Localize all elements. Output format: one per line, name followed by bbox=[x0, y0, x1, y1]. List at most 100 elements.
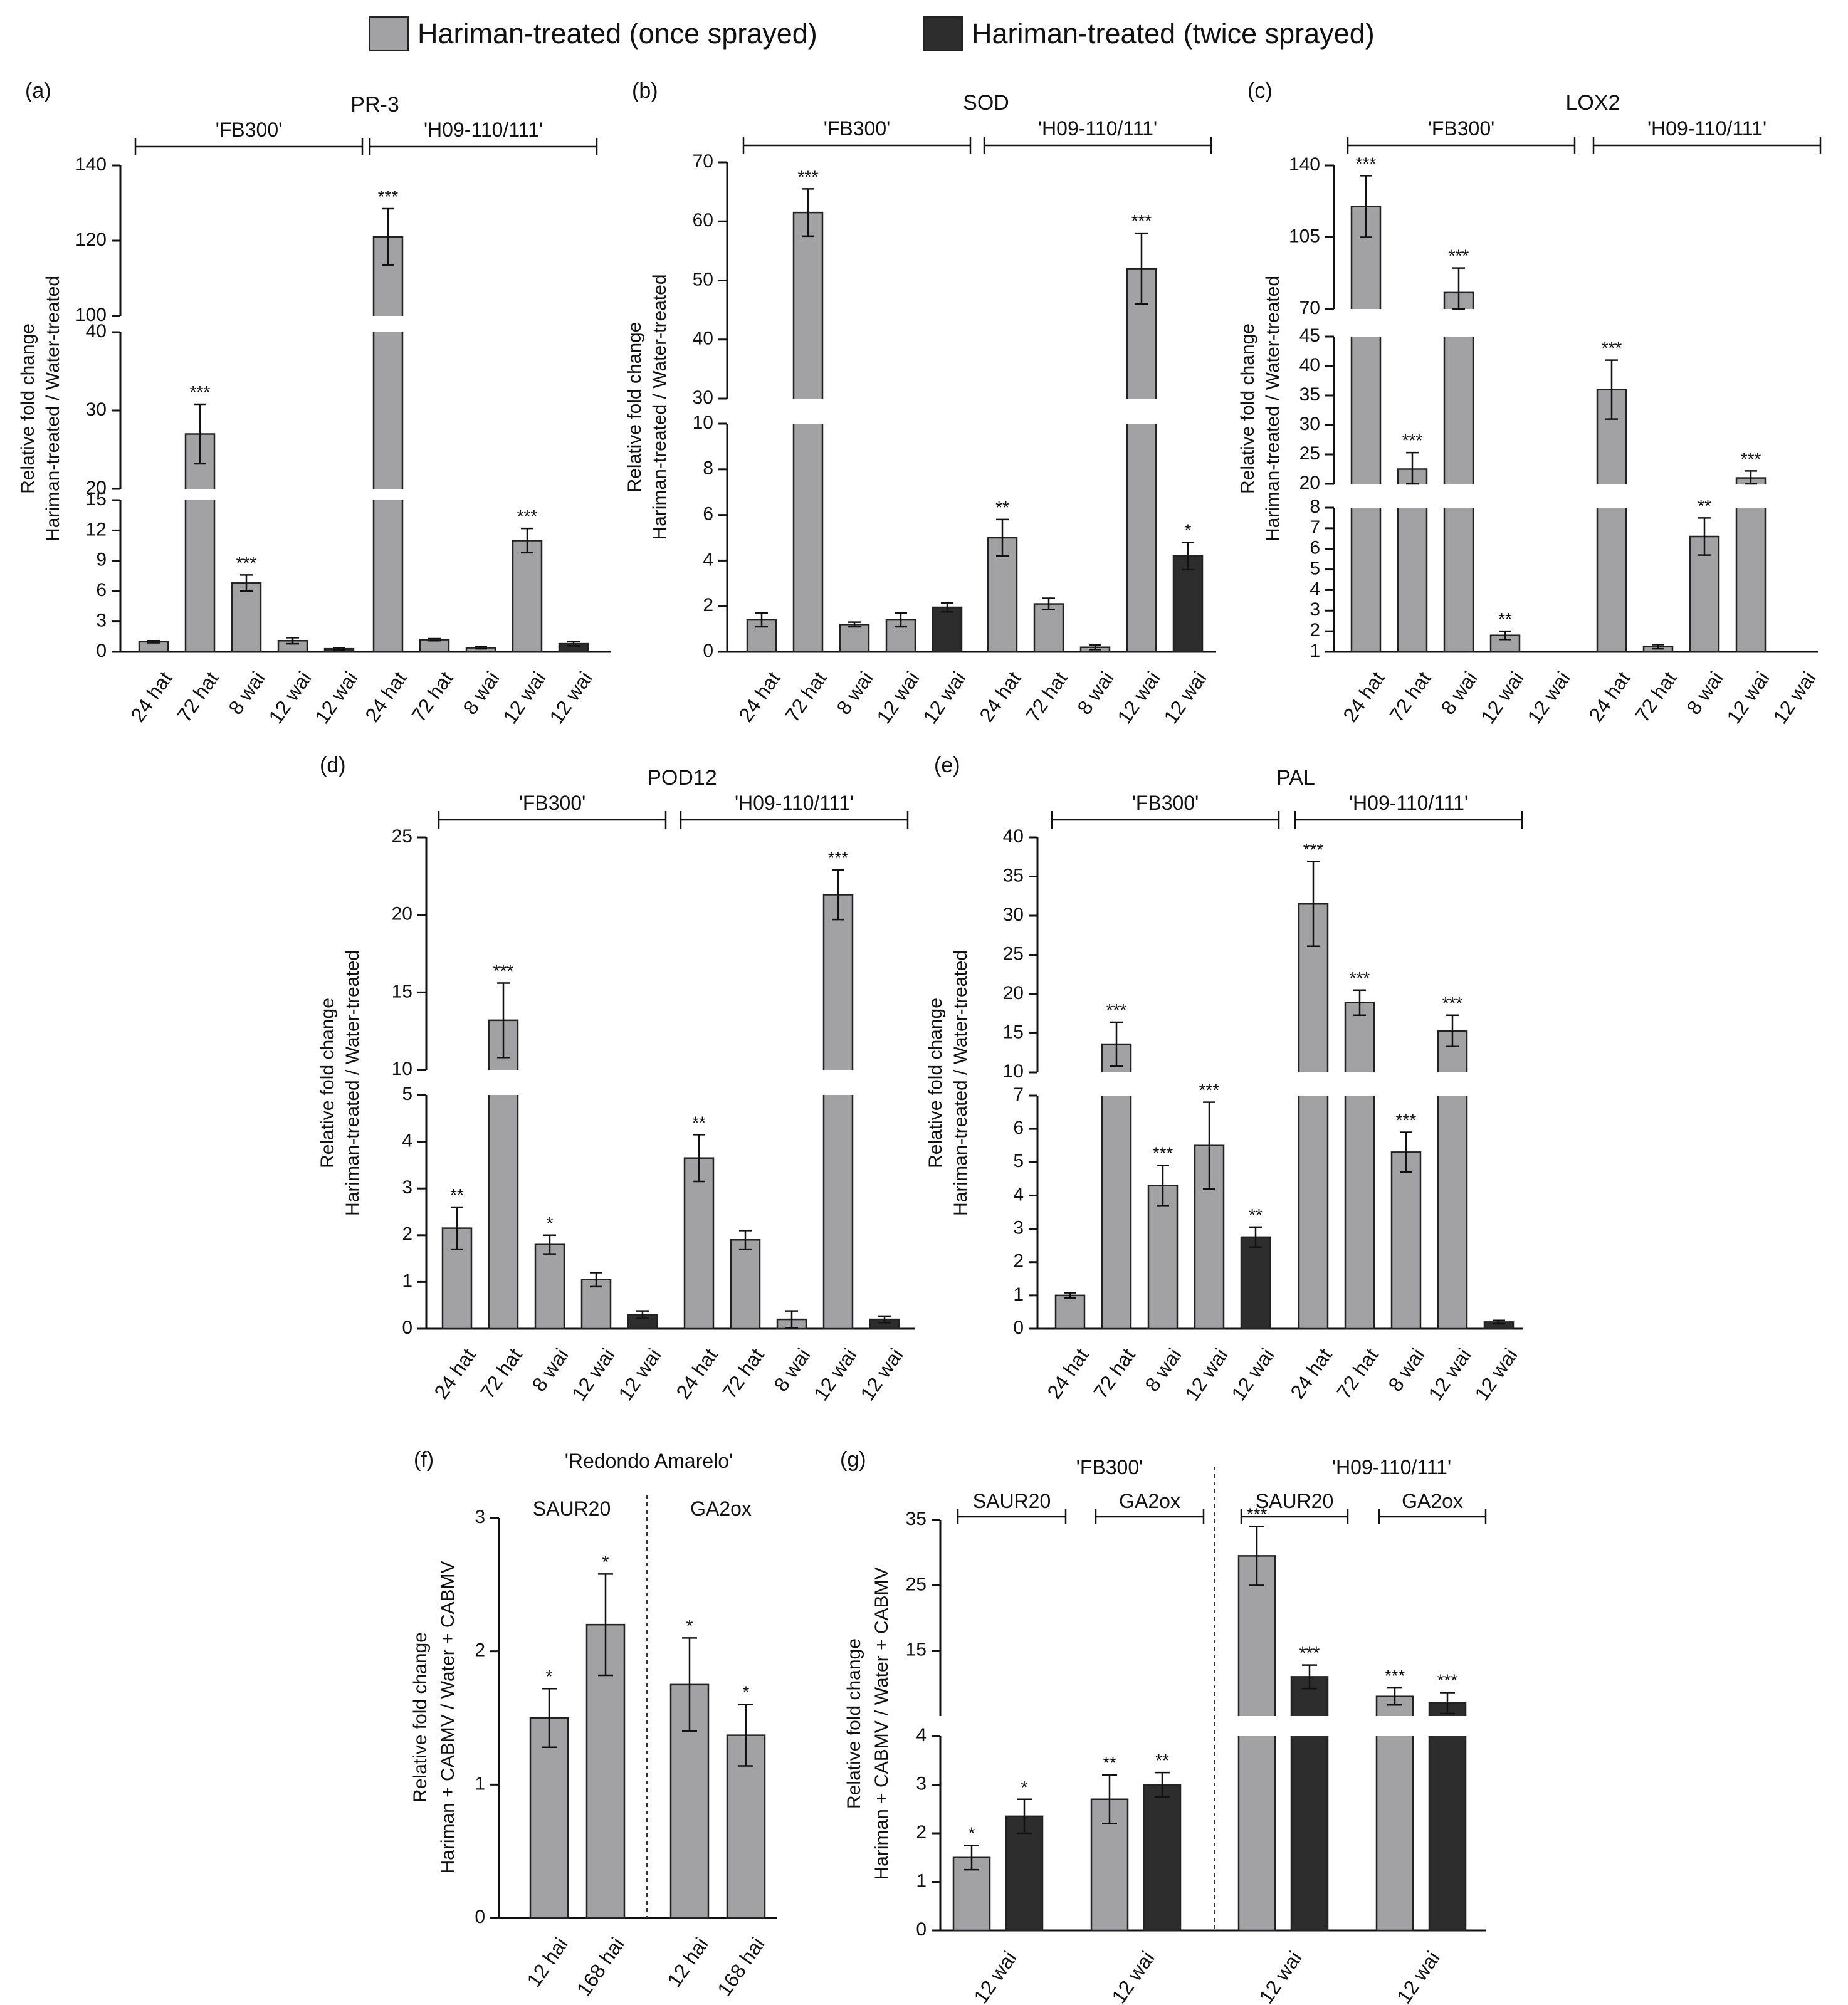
y-axis-label-b-1: Relative fold change bbox=[624, 322, 645, 493]
chart-title-e: PAL bbox=[1276, 766, 1315, 790]
y-tick-label-b: 2 bbox=[703, 595, 713, 615]
x-tick-label-e: 72 hat bbox=[1332, 1344, 1383, 1403]
y-tick-label-e: 10 bbox=[1003, 1061, 1024, 1082]
axis-break-gap-c bbox=[1349, 484, 1383, 508]
y-tick-label-c: 8 bbox=[1310, 496, 1320, 517]
y-axis-label-d-1: Relative fold change bbox=[317, 998, 338, 1168]
x-tick-label-d: 8 wai bbox=[527, 1344, 572, 1396]
bar-b-0-1 bbox=[792, 211, 824, 653]
y-tick-label-e: 2 bbox=[1013, 1251, 1024, 1272]
x-tick-label-d: 8 wai bbox=[769, 1344, 814, 1396]
significance-b: *** bbox=[798, 167, 819, 186]
y-tick-label-b: 40 bbox=[693, 328, 713, 349]
y-tick-label-c: 35 bbox=[1299, 384, 1320, 405]
y-tick-label-d: 4 bbox=[402, 1131, 412, 1151]
y-tick-label-b: 6 bbox=[703, 504, 713, 525]
y-axis-label-c-2: Hariman-treated / Water-treated bbox=[1263, 276, 1283, 542]
y-tick-label-e: 6 bbox=[1013, 1118, 1024, 1138]
y-tick-label-e: 3 bbox=[1013, 1217, 1024, 1238]
x-tick-label-d: 72 hat bbox=[476, 1344, 527, 1403]
axis-break-gap-a bbox=[371, 316, 405, 332]
x-tick-label-e: 72 hat bbox=[1089, 1344, 1140, 1403]
y-axis-label-a-2: Hariman-treated / Water-treated bbox=[43, 276, 63, 542]
y-tick-label-d: 5 bbox=[402, 1084, 412, 1104]
significance-e: *** bbox=[1106, 1000, 1127, 1020]
significance-c: *** bbox=[1602, 338, 1622, 358]
axis-break-gap-c bbox=[1595, 484, 1629, 508]
y-tick-label-b: 60 bbox=[693, 210, 713, 231]
x-tick-label-b: 72 hat bbox=[1021, 667, 1072, 726]
x-tick-label-c: 72 hat bbox=[1630, 667, 1681, 726]
bar-e-0-2 bbox=[1147, 1185, 1179, 1330]
x-tick-label-d: 12 wai bbox=[614, 1344, 666, 1405]
panel-label-b: (b) bbox=[632, 79, 658, 103]
x-tick-label-a: 12 wai bbox=[310, 667, 362, 728]
panel-label-g: (g) bbox=[840, 1448, 866, 1472]
x-tick-label-d: 24 hat bbox=[671, 1344, 722, 1403]
legend-swatch-once bbox=[369, 16, 409, 51]
significance-a: *** bbox=[378, 187, 399, 206]
x-tick-label-a: 8 wai bbox=[224, 667, 269, 719]
y-tick-label-a: 100 bbox=[75, 305, 107, 325]
bar-d-1-1 bbox=[730, 1239, 761, 1330]
bar-c-0-0 bbox=[1350, 206, 1382, 653]
y-axis-label-g-2: Hariman + CABMV / Water + CABMV bbox=[871, 1567, 892, 1880]
y-tick-label-c: 1 bbox=[1310, 641, 1320, 661]
group-label-e: 'H09-110/111' bbox=[1349, 792, 1468, 814]
y-tick-label-e: 7 bbox=[1013, 1084, 1024, 1105]
significance-g: *** bbox=[1437, 1670, 1458, 1690]
x-tick-label-c: 12 wai bbox=[1768, 667, 1820, 728]
bar-g-2-1 bbox=[1290, 1676, 1329, 1932]
y-axis-label-g-1: Relative fold change bbox=[844, 1638, 864, 1809]
legend-once-sprayed: Hariman-treated (once sprayed) bbox=[369, 14, 817, 54]
y-tick-label-c: 6 bbox=[1310, 538, 1320, 558]
x-tick-label-b: 8 wai bbox=[1073, 667, 1118, 719]
axis-break-gap-g bbox=[1374, 1716, 1415, 1736]
x-tick-label-g: 12 wai bbox=[969, 1947, 1021, 2005]
axis-break-gap-d bbox=[486, 1070, 520, 1095]
y-tick-label-e: 40 bbox=[1003, 826, 1024, 847]
group-label-b: 'H09-110/111' bbox=[1038, 117, 1157, 140]
x-tick-label-b: 12 wai bbox=[1159, 667, 1211, 728]
panel-label-d: (d) bbox=[320, 753, 346, 777]
y-tick-label-a: 3 bbox=[96, 610, 107, 631]
y-tick-label-b: 10 bbox=[693, 412, 713, 433]
y-tick-label-d: 15 bbox=[392, 981, 412, 1002]
group-label-b: 'FB300' bbox=[824, 117, 891, 140]
bar-e-0-0 bbox=[1054, 1294, 1086, 1330]
y-axis-label-c-1: Relative fold change bbox=[1237, 323, 1258, 494]
group-label-e: 'FB300' bbox=[1132, 792, 1199, 814]
x-tick-label-a: 8 wai bbox=[458, 667, 503, 719]
significance-b: * bbox=[1185, 520, 1192, 540]
significance-b: ** bbox=[995, 498, 1009, 517]
group-label-f: GA2ox bbox=[690, 1497, 752, 1520]
group-label-g: GA2ox bbox=[1119, 1490, 1180, 1512]
x-tick-label-e: 12 wai bbox=[1227, 1344, 1279, 1405]
group-label-g: SAUR20 bbox=[973, 1490, 1051, 1512]
y-tick-label-g: 15 bbox=[906, 1640, 927, 1660]
significance-c: *** bbox=[1741, 449, 1761, 468]
x-tick-label-d: 12 wai bbox=[567, 1344, 619, 1405]
bar-e-1-1 bbox=[1344, 1002, 1375, 1330]
x-tick-label-c: 12 wai bbox=[1476, 667, 1528, 728]
x-tick-label-b: 12 wai bbox=[918, 667, 970, 728]
significance-b: *** bbox=[1131, 211, 1152, 231]
legend-label-twice: Hariman-treated (twice sprayed) bbox=[972, 18, 1375, 50]
y-tick-label-e: 4 bbox=[1013, 1184, 1024, 1205]
y-tick-label-c: 140 bbox=[1289, 154, 1320, 175]
group-label-d: 'H09-110/111' bbox=[735, 792, 854, 814]
significance-a: *** bbox=[236, 553, 257, 572]
y-tick-label-d: 25 bbox=[392, 826, 412, 847]
axis-break-gap-g bbox=[1427, 1716, 1468, 1736]
y-tick-label-g: 35 bbox=[906, 1509, 927, 1529]
y-tick-label-a: 6 bbox=[96, 580, 107, 600]
bar-e-1-0 bbox=[1298, 903, 1329, 1330]
x-tick-label-e: 8 wai bbox=[1383, 1344, 1429, 1396]
y-tick-label-f: 3 bbox=[475, 1507, 485, 1527]
y-tick-label-e: 5 bbox=[1013, 1151, 1024, 1171]
y-tick-label-e: 30 bbox=[1003, 904, 1024, 925]
legend-twice-sprayed: Hariman-treated (twice sprayed) bbox=[923, 14, 1375, 54]
y-tick-label-a: 12 bbox=[86, 519, 107, 540]
x-tick-label-g: 12 wai bbox=[1254, 1947, 1306, 2005]
x-tick-label-a: 24 hat bbox=[360, 667, 411, 726]
